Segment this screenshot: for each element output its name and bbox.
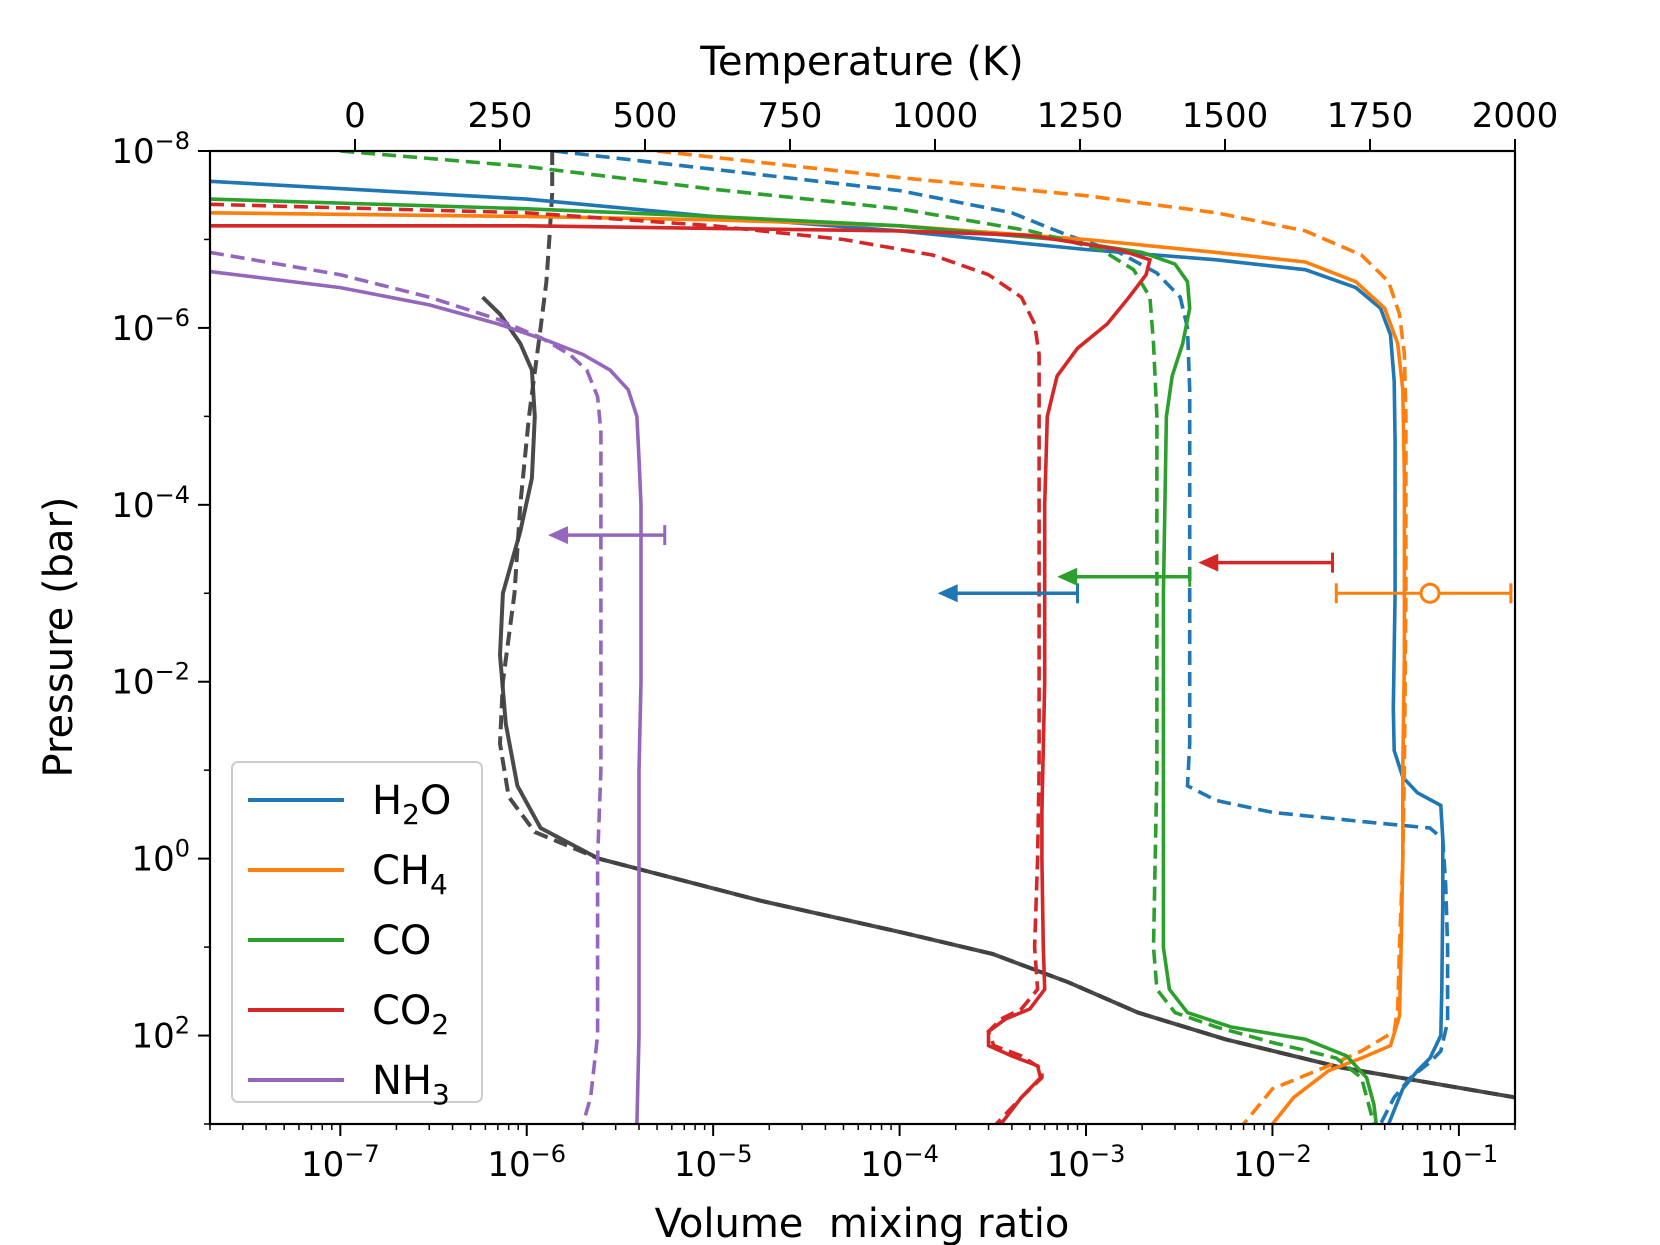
series-nh3-solid — [210, 269, 643, 1124]
x-axis-label: Volume mixing ratio — [655, 1201, 1070, 1245]
temperature-tick-label: 2000 — [1472, 96, 1559, 136]
temperature-tick-label: 250 — [468, 96, 533, 136]
series-co-dashed — [340, 151, 1376, 1124]
legend-label: CO2 — [372, 988, 449, 1041]
series-h2o-solid — [210, 179, 1445, 1124]
legend-entry-ch4: CH4 — [248, 848, 448, 901]
x-tick-label: 10−1 — [1420, 1140, 1499, 1185]
legend-label: CH4 — [372, 848, 448, 901]
top-axis-label: Temperature (K) — [699, 39, 1024, 85]
x-tick-label: 10−6 — [487, 1140, 566, 1185]
legend-entry-co: CO — [248, 918, 431, 964]
legend-label: CO — [372, 918, 431, 964]
legend-label: H2O — [372, 778, 451, 831]
series-co2-dashed — [210, 202, 1044, 1124]
y-tick-label: 100 — [131, 835, 190, 880]
upper-limit-arrowhead — [937, 584, 958, 603]
temperature-tick-label: 750 — [758, 96, 823, 136]
y-axis-label: Pressure (bar) — [36, 496, 82, 777]
upper-limit-nh3 — [547, 525, 667, 546]
series-h2o-dashed — [553, 151, 1450, 1124]
x-tick-label: 10−2 — [1233, 1140, 1312, 1185]
upper-limit-co — [1057, 566, 1192, 587]
tick-layer: 10−7 10−6 10−5 10−4 10−3 10−2 10−1 10−8 10−6 10−4… — [111, 96, 1558, 1185]
x-tick-label: 10−3 — [1047, 1140, 1126, 1185]
y-tick-label: 10−4 — [111, 481, 190, 526]
series-ch4-dashed — [656, 151, 1408, 1124]
measurement-marker — [1419, 582, 1441, 604]
x-tick-label: 10−5 — [674, 1140, 753, 1185]
temperature-tick-label: 500 — [613, 96, 678, 136]
y-tick-label: 10−2 — [111, 658, 190, 703]
plot-frame — [208, 149, 1517, 1126]
legend-entry-co2: CO2 — [248, 988, 449, 1041]
upper-limit-h2o — [937, 583, 1079, 604]
temperature-tick-label: 1500 — [1182, 96, 1269, 136]
upper-limit-arrowhead — [1057, 567, 1078, 586]
temperature-tick-label: 0 — [344, 96, 366, 136]
legend-frame — [231, 761, 483, 1103]
temperature-tick-label: 1000 — [892, 96, 979, 136]
marker-layer — [547, 525, 1513, 604]
legend-entry-h2o: H2O — [248, 778, 451, 831]
temperature-tick-label: 1250 — [1037, 96, 1124, 136]
x-tick-label: 10−7 — [301, 1140, 380, 1185]
y-tick-label: 10−6 — [111, 304, 190, 349]
y-tick-label: 102 — [131, 1012, 190, 1057]
upper-limit-arrowhead — [547, 526, 568, 545]
x-tick-label: 10−4 — [860, 1140, 939, 1185]
upper-limit-arrowhead — [1198, 553, 1219, 572]
temperature-tick-label: 1750 — [1327, 96, 1414, 136]
measurement-ch4 — [1334, 582, 1513, 604]
series-nh3-dashed — [210, 250, 603, 1124]
legend: H2O CH4 CO CO2 NH3 — [231, 761, 483, 1111]
legend-label: NH3 — [372, 1058, 450, 1111]
upper-limit-co2 — [1198, 552, 1335, 573]
legend-entry-nh3: NH3 — [248, 1058, 450, 1111]
y-tick-label: 10−8 — [111, 127, 190, 172]
